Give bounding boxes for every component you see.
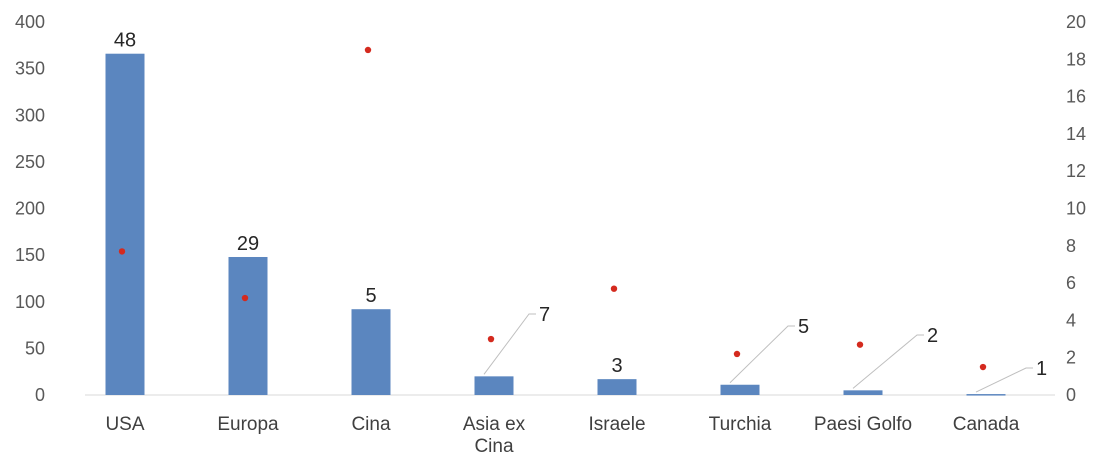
category-label: Paesi Golfo xyxy=(814,414,912,435)
leader-line xyxy=(729,325,795,384)
right-tick-label: 8 xyxy=(1066,236,1076,256)
bar-data-label: 2 xyxy=(927,325,938,347)
bar-series xyxy=(105,53,1006,396)
category-label: Israele xyxy=(588,414,645,435)
right-tick-label: 10 xyxy=(1066,199,1086,219)
category-label: Cina xyxy=(351,414,391,435)
leader-line xyxy=(483,313,536,375)
leader-line xyxy=(975,367,1033,393)
right-tick-label: 6 xyxy=(1066,273,1076,293)
scatter-point xyxy=(856,341,864,348)
bar xyxy=(351,309,391,395)
left-tick-label: 250 xyxy=(15,152,45,172)
scatter-point xyxy=(979,363,987,371)
scatter-point xyxy=(241,294,249,302)
category-label: Europa xyxy=(217,414,279,435)
right-tick-label: 20 xyxy=(1066,12,1086,32)
left-tick-label: 300 xyxy=(15,105,45,125)
bar xyxy=(966,394,1006,396)
right-tick-label: 16 xyxy=(1066,87,1086,107)
scatter-series xyxy=(118,46,987,371)
leader-lines xyxy=(483,313,1033,393)
bar-data-label: 48 xyxy=(114,30,136,52)
right-tick-label: 0 xyxy=(1066,385,1076,405)
right-tick-label: 12 xyxy=(1066,161,1086,181)
bar-data-label: 7 xyxy=(539,304,550,326)
bar xyxy=(105,53,145,396)
bar-data-label: 5 xyxy=(798,316,809,338)
bar xyxy=(720,384,760,395)
scatter-point xyxy=(610,285,618,292)
category-label: Asia ex Cina xyxy=(463,414,526,457)
bar xyxy=(597,379,637,395)
bar xyxy=(228,256,268,395)
right-tick-label: 18 xyxy=(1066,49,1086,69)
left-tick-label: 100 xyxy=(15,292,45,312)
left-tick-label: 0 xyxy=(35,385,45,405)
data-labels: 48 29 5 7 3 5 2 1 xyxy=(114,30,1047,380)
left-tick-label: 350 xyxy=(15,59,45,79)
category-label: Turchia xyxy=(709,414,772,435)
right-tick-label: 2 xyxy=(1066,348,1076,368)
category-label: USA xyxy=(105,414,144,435)
bar-data-label: 5 xyxy=(365,285,376,307)
category-labels: USA Europa Cina Asia ex Cina Israele Turchia Pa… xyxy=(105,414,1019,457)
scatter-point xyxy=(733,350,741,358)
leader-line xyxy=(852,334,924,389)
left-axis: 0 50 100 150 200 250 300 350 400 xyxy=(15,12,45,405)
left-tick-label: 400 xyxy=(15,12,45,32)
right-axis: 0 2 4 6 8 10 12 14 16 18 20 xyxy=(1066,12,1086,405)
scatter-point xyxy=(364,46,372,54)
bar-data-label: 29 xyxy=(237,233,259,255)
left-tick-label: 50 xyxy=(25,338,45,358)
right-tick-label: 4 xyxy=(1066,310,1076,330)
left-tick-label: 200 xyxy=(15,199,45,219)
category-label: Canada xyxy=(953,414,1020,435)
bar-data-label: 1 xyxy=(1036,358,1047,380)
right-tick-label: 14 xyxy=(1066,124,1086,144)
bar xyxy=(843,390,883,395)
left-tick-label: 150 xyxy=(15,245,45,265)
bar xyxy=(474,376,514,395)
bar-data-label: 3 xyxy=(611,355,622,377)
scatter-point xyxy=(118,248,126,255)
scatter-point xyxy=(487,335,495,343)
